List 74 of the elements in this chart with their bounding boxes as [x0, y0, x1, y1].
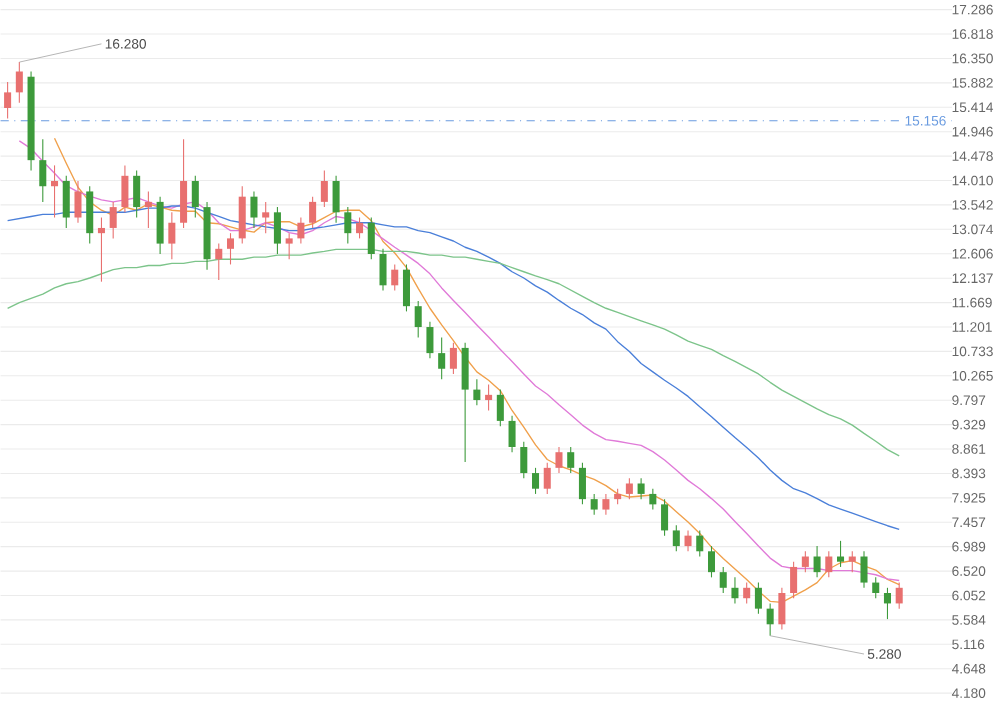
candlestick [250, 190, 258, 229]
candlestick [731, 576, 739, 604]
candlestick [285, 232, 293, 260]
candlestick [238, 185, 246, 244]
candlestick [180, 138, 188, 229]
candlestick [379, 248, 387, 291]
candlestick [39, 138, 47, 203]
candlestick [625, 477, 633, 500]
candlestick [649, 487, 657, 510]
candlestick [273, 206, 281, 255]
candlestick [790, 560, 798, 599]
candlestick [684, 529, 692, 552]
candlestick [837, 540, 845, 568]
candlestick [883, 587, 891, 620]
candlestick [461, 341, 469, 463]
candlestick [344, 206, 352, 244]
candlestick [872, 576, 880, 599]
candlestick [696, 529, 704, 557]
candlestick [133, 169, 141, 218]
candlestick [262, 201, 270, 234]
candlestick [144, 190, 152, 229]
candlestick [496, 388, 504, 427]
candlestick [754, 581, 762, 615]
candlestick [848, 550, 856, 573]
candlestick [109, 201, 117, 239]
candlestick [860, 550, 868, 589]
candlestick [97, 216, 105, 282]
candlestick [602, 493, 610, 516]
candlestick [567, 446, 575, 474]
candlestick [485, 383, 493, 411]
candlestick [226, 232, 235, 265]
candlestick [215, 242, 223, 281]
candlestick [86, 185, 94, 244]
candlestick [813, 545, 821, 578]
candlestick [402, 263, 410, 312]
candlestick [508, 414, 516, 453]
candlestick [707, 545, 716, 578]
candlestick [801, 550, 809, 573]
candlestick [356, 216, 364, 239]
candlestick [367, 216, 375, 260]
candlestick [320, 169, 328, 208]
candlestick [637, 477, 645, 500]
candlestick [332, 175, 340, 224]
candlestick [825, 550, 833, 578]
candlestick [590, 493, 598, 516]
candlestick [449, 341, 457, 375]
candlestick [414, 300, 422, 338]
candlestick [4, 81, 12, 119]
candlestick [297, 216, 305, 244]
candlestick [532, 467, 540, 495]
candlestick [309, 195, 317, 229]
candlestick [766, 602, 774, 637]
candlestick [661, 498, 669, 536]
candlestick [438, 336, 446, 380]
candlestick [543, 461, 551, 495]
candlestick [672, 524, 680, 552]
candlestick [51, 164, 59, 218]
candlestick [578, 461, 586, 505]
candlestick [391, 263, 399, 291]
candlestick [473, 378, 481, 406]
candlestick [719, 566, 727, 594]
candlestick [156, 195, 164, 255]
candlestick [62, 175, 70, 229]
candlestick [895, 581, 903, 609]
candlestick [520, 440, 528, 479]
candlestick [426, 321, 434, 359]
candlestick [778, 587, 786, 630]
candlestick [743, 581, 751, 604]
candlestick [191, 175, 199, 218]
candlestick [121, 164, 129, 213]
candlestick [168, 211, 176, 260]
candlestick [15, 61, 23, 104]
candlestick [555, 446, 563, 474]
candlestick [74, 180, 82, 224]
